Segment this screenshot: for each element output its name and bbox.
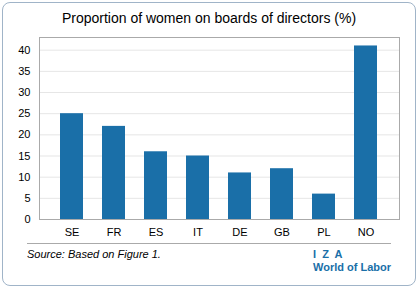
svg-text:PL: PL (317, 226, 330, 238)
svg-text:15: 15 (18, 150, 30, 162)
html-text:Proportion of women on boards: Proportion of women on boards of directo… (61, 10, 357, 26)
html-text:Source: Based on Figure 1.: Source: Based on Figure 1. (27, 248, 161, 260)
svg-text:20: 20 (18, 128, 30, 140)
svg-text:SE: SE (65, 226, 80, 238)
svg-text:30: 30 (18, 86, 30, 98)
html-text:I Z A: I Z A (313, 248, 343, 260)
svg-text:5: 5 (24, 192, 30, 204)
svg-text:NO: NO (358, 226, 375, 238)
svg-text:FR: FR (107, 226, 122, 238)
svg-text:10: 10 (18, 171, 30, 183)
svg-text:40: 40 (18, 44, 30, 56)
svg-text:25: 25 (18, 107, 30, 119)
svg-text:0: 0 (24, 213, 30, 225)
svg-text:ES: ES (149, 226, 164, 238)
svg-text:DE: DE (232, 226, 247, 238)
svg-text:IT: IT (193, 226, 203, 238)
html-text:World of Labor: World of Labor (313, 261, 391, 273)
svg-text:35: 35 (18, 65, 30, 77)
svg-text:GB: GB (274, 226, 290, 238)
